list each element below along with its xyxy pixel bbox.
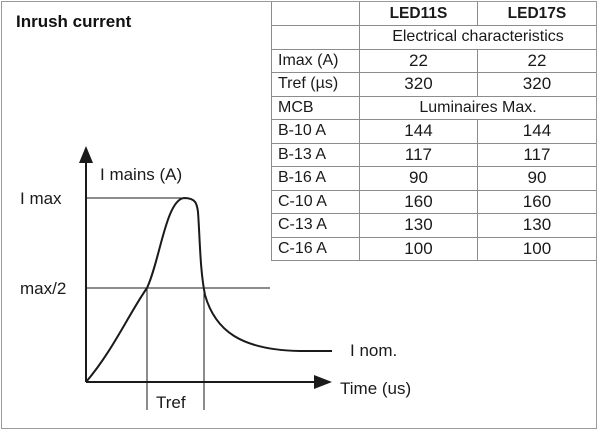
row-label: Imax (A) [271, 48, 360, 73]
section-title-row: MCB Luminaires Max. [271, 95, 596, 120]
row-label: C-13 A [271, 213, 360, 238]
inom-label: I nom. [350, 341, 397, 360]
table-row: B-10 A 144 144 [271, 119, 596, 144]
inrush-curve [85, 196, 332, 383]
section-title: Luminaires Max. [359, 95, 596, 120]
table-row: C-16 A 100 100 [271, 236, 596, 261]
row-label: C-16 A [271, 236, 360, 261]
table-row: B-16 A 90 90 [271, 166, 596, 191]
x-axis-arrow [314, 375, 332, 389]
cell-value: 117 [359, 142, 478, 167]
cell-value: 130 [359, 213, 478, 238]
cell-value: 160 [359, 189, 478, 214]
row-label: B-16 A [271, 166, 360, 191]
row-label: Tref (µs) [271, 72, 360, 97]
header-blank-cell [271, 2, 360, 26]
cell-value: 144 [359, 119, 478, 144]
cell-value: 130 [476, 213, 596, 238]
spec-table: LED11S LED17S Electrical characteristics… [271, 2, 596, 261]
cell-value: 117 [476, 142, 596, 167]
column-header: LED11S [359, 2, 478, 26]
table-row: C-13 A 130 130 [271, 213, 596, 238]
y-axis-label: I mains (A) [100, 165, 182, 184]
half-label: max/2 [20, 279, 66, 298]
cell-value: 90 [476, 166, 596, 191]
cell-value: 144 [476, 119, 596, 144]
section-blank-cell [271, 25, 360, 50]
row-label: C-10 A [271, 189, 360, 214]
page-title: Inrush current [16, 12, 132, 31]
y-axis-arrow [79, 146, 93, 163]
table-row: C-10 A 160 160 [271, 189, 596, 214]
cell-value: 22 [476, 48, 596, 73]
cell-value: 100 [359, 236, 478, 261]
table-row: Tref (µs) 320 320 [271, 72, 596, 97]
cell-value: 100 [476, 236, 596, 261]
row-label: B-13 A [271, 142, 360, 167]
imax-label: I max [20, 189, 62, 208]
cell-value: 320 [476, 72, 596, 97]
row-label: MCB [271, 95, 360, 120]
cell-value: 160 [476, 189, 596, 214]
cell-value: 22 [359, 48, 478, 73]
table-row: B-13 A 117 117 [271, 142, 596, 167]
cell-value: 90 [359, 166, 478, 191]
table-row: Imax (A) 22 22 [271, 48, 596, 73]
row-label: B-10 A [271, 119, 360, 144]
tref-label: Tref [156, 393, 186, 412]
section-title-row: Electrical characteristics [271, 25, 596, 50]
column-header: LED17S [476, 2, 596, 26]
section-title: Electrical characteristics [359, 25, 596, 50]
cell-value: 320 [359, 72, 478, 97]
table-header-row: LED11S LED17S [271, 2, 596, 26]
x-axis-label: Time (us) [340, 379, 411, 398]
